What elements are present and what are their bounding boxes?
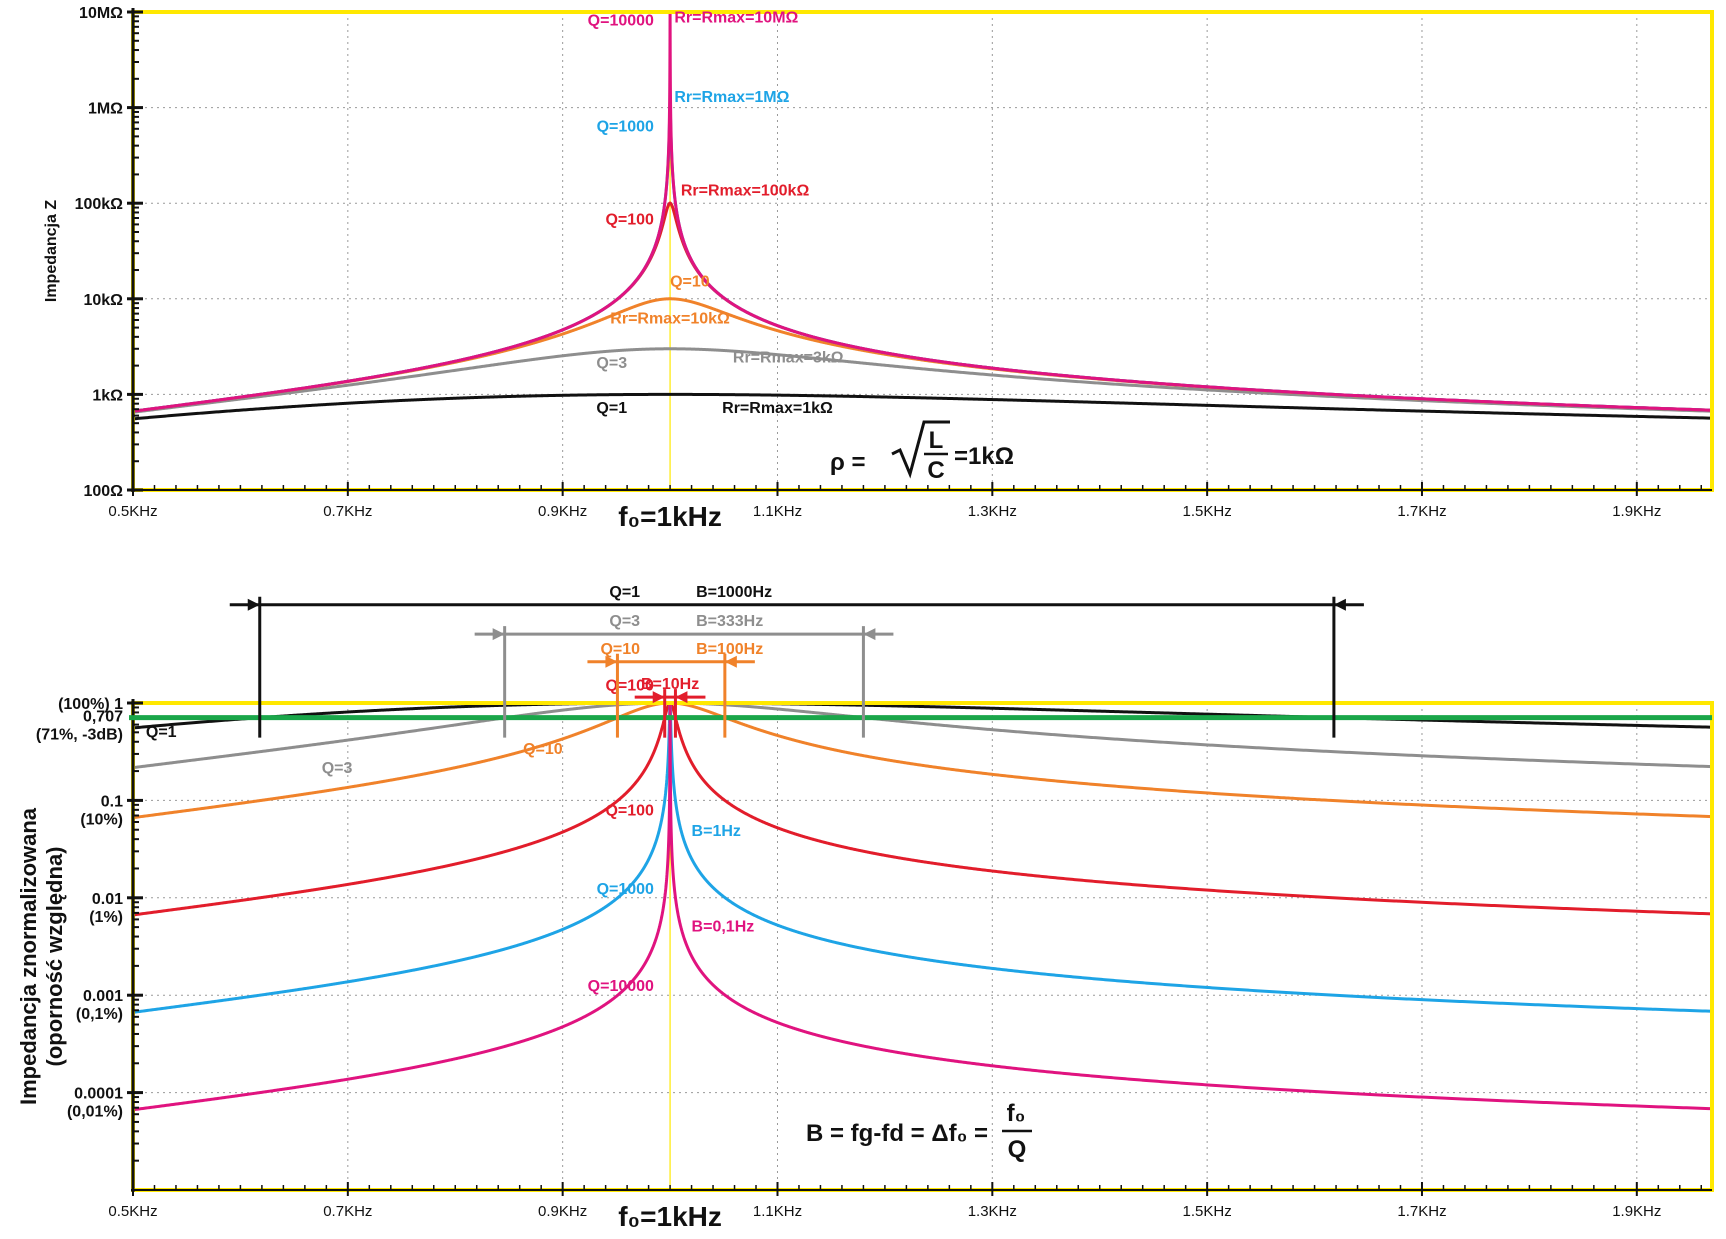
bandwidth-b-label: B=10Hz: [641, 676, 699, 693]
bandwidth-b-label: B=1000Hz: [696, 584, 772, 601]
bandwidth-marker: Q=3 B=333Hz: [474, 613, 894, 738]
y-tick-label: 0.01: [92, 891, 123, 908]
series-label: Q=100: [605, 211, 654, 228]
center-frequency-label: f₀=1kHz: [618, 1201, 722, 1232]
x-tick-label: 1.1KHz: [753, 1203, 802, 1220]
x-tick-label: 1.5KHz: [1183, 1203, 1232, 1220]
chart-panel-2: (100%) 1 0.1(10%) 0.01(1%) 0.001(0,1%) 0.000…: [16, 584, 1714, 1232]
arrow-right: [675, 691, 688, 704]
arrow-left: [652, 691, 665, 704]
series-label: Q=1: [596, 400, 627, 417]
series-line-q-10: [132, 297, 1713, 413]
series-line-q-100: [132, 201, 1713, 413]
formula-rhs: =1kΩ: [954, 443, 1014, 470]
bandwidth-b-label: B=100Hz: [696, 641, 763, 658]
x-tick-label: 0.5KHz: [108, 1203, 157, 1220]
plot-frame: [131, 10, 1714, 492]
y-tick-label: 1kΩ: [92, 387, 123, 404]
bandwidth-marker: Q=10 B=100Hz: [587, 641, 763, 738]
formula-denominator: C: [927, 457, 944, 484]
series-label: Q=10000: [588, 13, 654, 30]
y-tick-label: (0,1%): [76, 1006, 123, 1023]
series-line-q-3: [132, 701, 1713, 770]
sqrt-sign: [891, 420, 950, 479]
series-label: Q=10: [670, 273, 710, 290]
x-tick-label: 1.7KHz: [1397, 1203, 1446, 1220]
series-label: Q=10: [523, 741, 563, 758]
bandwidth-q-label: Q=10: [600, 641, 640, 658]
arrow-right: [863, 628, 876, 641]
series-line-q-10000: [132, 10, 1713, 413]
series-label: Rr=Rmax=1kΩ: [722, 400, 833, 417]
y-tick-label: (10%): [80, 811, 123, 828]
series-label: Q=3: [322, 760, 353, 777]
bandwidth-q-label: Q=1: [609, 584, 640, 601]
series-label: Rr=Rmax=10kΩ: [610, 311, 730, 328]
y-tick-label: 10MΩ: [79, 5, 123, 22]
y-tick-label: 0.001: [83, 988, 123, 1005]
arrow-right: [1333, 598, 1346, 611]
y-axis-title-line1: Impedancja znormalizowana: [16, 807, 41, 1105]
series-line-q-1000: [132, 701, 1713, 1014]
series-label: B=0,1Hz: [692, 919, 755, 936]
minus-3db-value: 0,707: [83, 709, 123, 726]
bandwidth-q-label: Q=3: [609, 613, 640, 630]
x-tick-label: 0.7KHz: [323, 1203, 372, 1220]
series-label: Q=3: [596, 355, 627, 372]
series-label: Q=1000: [597, 119, 654, 136]
bandwidth-marker: B=10Hz: [634, 676, 706, 738]
bandwidth-b-label: B=333Hz: [696, 613, 763, 630]
series-line-q-1000: [132, 106, 1713, 413]
series-label: Q=1: [146, 724, 177, 741]
arrow-left: [605, 655, 618, 668]
x-tick-label: 0.9KHz: [538, 503, 587, 520]
x-tick-label: 0.7KHz: [323, 503, 372, 520]
y-tick-label: 1MΩ: [88, 101, 123, 118]
minus-3db-note: (71%, -3dB): [36, 727, 123, 744]
x-tick-label: 0.5KHz: [108, 503, 157, 520]
plot-frame: [131, 701, 1714, 1192]
center-frequency-label: f₀=1kHz: [618, 501, 722, 532]
series-line-q-3: [132, 347, 1713, 414]
arrow-right: [724, 655, 737, 668]
arrow-left: [492, 628, 505, 641]
x-tick-label: 0.9KHz: [538, 1203, 587, 1220]
formula-numerator: L: [929, 427, 944, 454]
x-tick-label: 1.1KHz: [753, 503, 802, 520]
y-tick-label: 0.1: [101, 793, 123, 810]
series-label: Q=10000: [588, 978, 654, 995]
series-label: Q=1000: [597, 881, 654, 898]
series-line-q-1: [132, 392, 1713, 421]
formula-lhs: ρ =: [830, 449, 866, 476]
formula-numerator: f₀: [1007, 1100, 1026, 1127]
formula-lhs: B = fg-fd = Δf₀ =: [806, 1120, 988, 1147]
series-label: Rr=Rmax=3kΩ: [733, 350, 844, 367]
x-tick-label: 1.7KHz: [1397, 503, 1446, 520]
series-label: Rr=Rmax=10MΩ: [674, 9, 798, 26]
y-tick-label: 100kΩ: [75, 196, 124, 213]
y-axis-title-line2: (oporność względna): [42, 847, 67, 1067]
x-tick-label: 1.9KHz: [1612, 1203, 1661, 1220]
y-tick-label: (0,01%): [67, 1104, 123, 1121]
x-tick-label: 1.5KHz: [1183, 503, 1232, 520]
series-label: Rr=Rmax=1MΩ: [674, 89, 789, 106]
y-tick-label: 100Ω: [83, 483, 123, 500]
formula-denominator: Q: [1008, 1136, 1027, 1163]
series-label: B=1Hz: [692, 823, 741, 840]
chart-panel-1: 100Ω 1kΩ 10kΩ 100kΩ 1MΩ 10MΩ 0.5KHz 0.7KHz 0.9KH…: [43, 5, 1714, 532]
y-tick-label: 10kΩ: [83, 292, 123, 309]
x-tick-label: 1.9KHz: [1612, 503, 1661, 520]
bandwidth-marker: Q=1 B=1000Hz: [229, 584, 1364, 738]
y-tick-label: (100%) 1: [58, 696, 123, 713]
series-label: Q=100: [605, 802, 654, 819]
y-tick-label: (1%): [89, 909, 123, 926]
arrow-left: [247, 598, 260, 611]
y-axis-title: Impedancja Z: [43, 200, 60, 302]
x-tick-label: 1.3KHz: [968, 1203, 1017, 1220]
series-label: Rr=Rmax=100kΩ: [681, 183, 810, 200]
x-tick-label: 1.3KHz: [968, 503, 1017, 520]
y-tick-label: 0.0001: [74, 1086, 123, 1103]
